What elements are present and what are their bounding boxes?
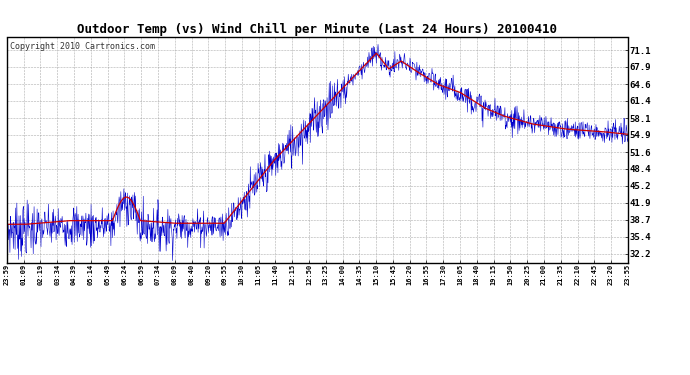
Text: Copyright 2010 Cartronics.com: Copyright 2010 Cartronics.com [10,42,155,51]
Title: Outdoor Temp (vs) Wind Chill per Minute (Last 24 Hours) 20100410: Outdoor Temp (vs) Wind Chill per Minute … [77,23,558,36]
